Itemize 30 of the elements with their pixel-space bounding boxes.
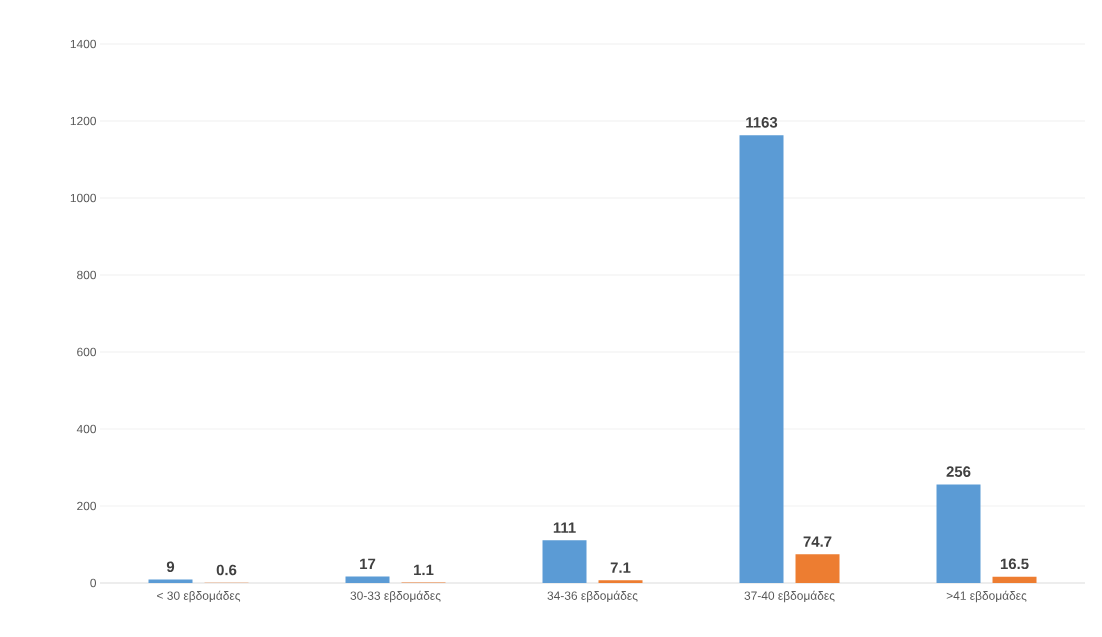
data-label: 1.1 <box>414 564 434 576</box>
data-label: 74.7 <box>803 536 832 547</box>
x-tick-label: 37-40 εβδομάδες <box>744 590 835 603</box>
data-label: 111 <box>553 522 576 533</box>
data-label: 9 <box>166 561 175 573</box>
x-tick-label: >41 εβδομάδες <box>946 590 1027 603</box>
bar <box>542 540 587 583</box>
data-label: 1163 <box>746 117 778 128</box>
data-label: 7.1 <box>610 562 631 573</box>
x-tick-label: 30-33 εβδομάδες <box>350 590 441 603</box>
y-tick-label: 1000 <box>70 193 97 203</box>
bar <box>739 135 784 583</box>
bar <box>992 576 1037 583</box>
data-label: 17 <box>360 558 376 569</box>
y-tick-label: 200 <box>77 501 97 511</box>
data-label: 0.6 <box>216 564 237 576</box>
data-label: 16.5 <box>1000 558 1029 570</box>
data-label: 256 <box>946 466 971 477</box>
y-tick-label: 600 <box>77 347 97 357</box>
y-tick-label: 800 <box>77 270 97 280</box>
bar <box>936 484 981 583</box>
x-tick-label: 34-36 εβδομάδες <box>547 590 638 603</box>
y-tick-label: 400 <box>76 424 97 434</box>
x-tick-label: < 30 εβδομάδες <box>157 590 241 603</box>
y-tick-label: 1200 <box>70 116 97 126</box>
bar <box>598 580 643 583</box>
bar <box>795 554 840 583</box>
y-tick-label: 1400 <box>70 39 97 49</box>
bar <box>345 576 390 583</box>
y-tick-label: 0 <box>90 578 97 588</box>
